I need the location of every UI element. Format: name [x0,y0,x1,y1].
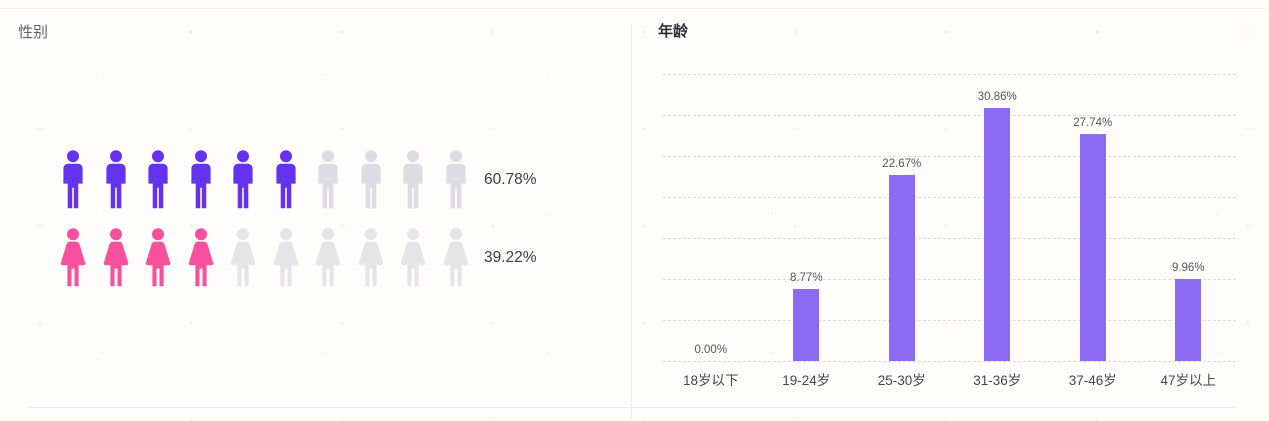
bar-column: 9.96% [1141,74,1237,361]
female-person-icon [313,228,343,288]
male-person-icon [271,150,301,210]
female-person-icon [398,228,428,288]
male-person-icon [186,150,216,210]
bar-value-label: 9.96% [1171,262,1205,275]
bar-value-label: 30.86% [977,90,1017,103]
bar-47岁以上[interactable] [1175,279,1202,361]
bar-value-label: 27.74% [1073,116,1113,129]
x-axis-label: 25-30岁 [877,373,926,388]
gridline [663,74,1236,75]
bar-column: 8.77% [759,74,855,361]
male-person-icon [101,150,131,210]
bar-31-36岁[interactable] [984,107,1011,361]
male-pictogram-row: 60.78% [58,150,537,210]
gridline [663,238,1236,239]
female-person-icon [441,228,471,288]
gridline [663,115,1236,116]
panel-divider [631,24,632,421]
male-person-icon [58,150,88,210]
bar-value-label: 22.67% [882,158,922,171]
male-person-icon [398,150,428,210]
gender-panel-title: 性别 [18,24,49,41]
male-percentage-label: 60.78% [484,171,537,188]
female-percentage-label: 39.22% [484,249,537,266]
female-pictogram-row: 39.22% [58,228,537,288]
gridline [663,156,1236,157]
bar-column: 22.67% [854,74,950,361]
bar-column: 27.74% [1045,74,1141,361]
age-x-axis-labels: 18岁以下 19-24岁 25-30岁 31-36岁 37-46岁 47岁以上 [663,369,1236,388]
gridline [663,197,1236,198]
male-person-icon [356,150,386,210]
bar-column: 0.00% [663,74,759,361]
male-person-icon [441,150,471,210]
female-person-icon [271,228,301,288]
gridline [663,320,1236,321]
male-person-icon [228,150,258,210]
female-person-icon [186,228,216,288]
x-axis-label: 31-36岁 [973,373,1022,388]
x-axis-label: 18岁以下 [682,373,739,388]
gender-pictograph: 60.78% 39.22% [58,150,537,288]
female-person-icon [356,228,386,288]
female-person-icon [101,228,131,288]
bar-19-24岁[interactable] [793,289,820,361]
x-axis-label: 19-24岁 [782,373,831,388]
male-person-icon [313,150,343,210]
bar-value-label: 8.77% [789,272,823,285]
bar-37-46岁[interactable] [1079,133,1106,361]
gridline [663,279,1236,280]
bar-25-30岁[interactable] [888,175,915,361]
female-person-icon [228,228,258,288]
age-panel-title: 年龄 [658,23,689,40]
card-bottom-border [28,407,1237,408]
gridline [663,361,1236,362]
female-person-icon [143,228,173,288]
x-axis-label: 47岁以上 [1160,373,1217,388]
bar-column: 30.86% [950,74,1046,361]
female-person-icon [58,228,88,288]
age-bar-chart-plot: 0.00% 8.77% 22.67% 30.86% 27.74% 9.96% [663,74,1237,362]
x-axis-label: 37-46岁 [1068,373,1117,388]
bar-value-label: 0.00% [694,344,728,356]
male-person-icon [143,150,173,210]
card-top-border [0,8,1269,9]
